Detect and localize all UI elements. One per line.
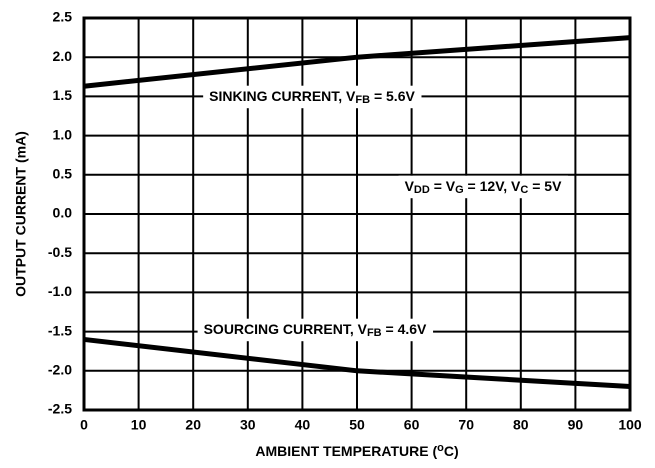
x-tick-label: 90 xyxy=(568,417,584,433)
text-segment: = 4.6V xyxy=(382,321,427,337)
annotation-text: SINKING CURRENT, VFB = 5.6V xyxy=(209,88,415,107)
x-tick-label: 0 xyxy=(80,417,88,433)
y-tick-label: -2.0 xyxy=(48,362,72,378)
line xyxy=(83,336,631,389)
annotation: VDD = VG = 12V, VC = 5V xyxy=(398,175,569,199)
x-tick-label: 100 xyxy=(618,417,642,433)
text-segment: C) xyxy=(444,443,459,459)
text-segment: AMBIENT TEMPERATURE ( xyxy=(255,443,437,459)
annotation-background xyxy=(398,175,569,199)
text-segment: C xyxy=(520,184,528,196)
text-segment: DD xyxy=(414,184,430,196)
y-tick-label: -2.5 xyxy=(48,401,72,417)
x-tick-label: 20 xyxy=(185,417,201,433)
annotation-background xyxy=(197,318,434,342)
text-segment: FB xyxy=(367,327,382,339)
plot-frame xyxy=(82,16,632,412)
y-tick-label: 1.0 xyxy=(53,126,73,142)
x-axis-label: AMBIENT TEMPERATURE (oC) xyxy=(255,442,458,459)
x-tick-label: 60 xyxy=(404,417,420,433)
x-tick-label: 40 xyxy=(295,417,311,433)
y-tick-label: 2.0 xyxy=(53,48,73,64)
y-tick-label: 0.0 xyxy=(53,205,73,221)
y-tick-label: 2.5 xyxy=(53,9,73,25)
annotation: SOURCING CURRENT, VFB = 4.6V xyxy=(197,318,434,342)
annotation: SINKING CURRENT, VFB = 5.6V xyxy=(203,85,422,109)
x-tick-label: 80 xyxy=(513,417,529,433)
x-tick-label: 10 xyxy=(131,417,147,433)
text-segment: = V xyxy=(430,178,456,194)
text-segment: = 5.6V xyxy=(370,88,415,104)
y-tick-label: -1.0 xyxy=(48,283,72,299)
text-segment: = 5V xyxy=(528,178,562,194)
text-segment: V xyxy=(405,178,415,194)
y-tick-label: 0.5 xyxy=(53,166,73,182)
text-segment: = 12V, V xyxy=(464,178,521,194)
x-tick-label: 70 xyxy=(458,417,474,433)
y-tick-label: -0.5 xyxy=(48,244,72,260)
text-segment: G xyxy=(455,184,464,196)
x-tick-label: 50 xyxy=(349,417,365,433)
text-segment: SINKING CURRENT, V xyxy=(209,88,356,104)
x-tick-label: 30 xyxy=(240,417,256,433)
y-axis-label: OUTPUT CURRENT (mA) xyxy=(13,131,29,297)
y-tick-label: 1.5 xyxy=(53,87,73,103)
line xyxy=(83,35,631,89)
y-tick-label: -1.5 xyxy=(48,322,72,338)
annotation-text: SOURCING CURRENT, VFB = 4.6V xyxy=(204,321,427,340)
annotation-background xyxy=(203,85,422,109)
annotation-text: VDD = VG = 12V, VC = 5V xyxy=(405,178,562,197)
text-segment: FB xyxy=(355,94,370,106)
text-segment: o xyxy=(437,442,444,454)
text-segment: SOURCING CURRENT, V xyxy=(204,321,368,337)
